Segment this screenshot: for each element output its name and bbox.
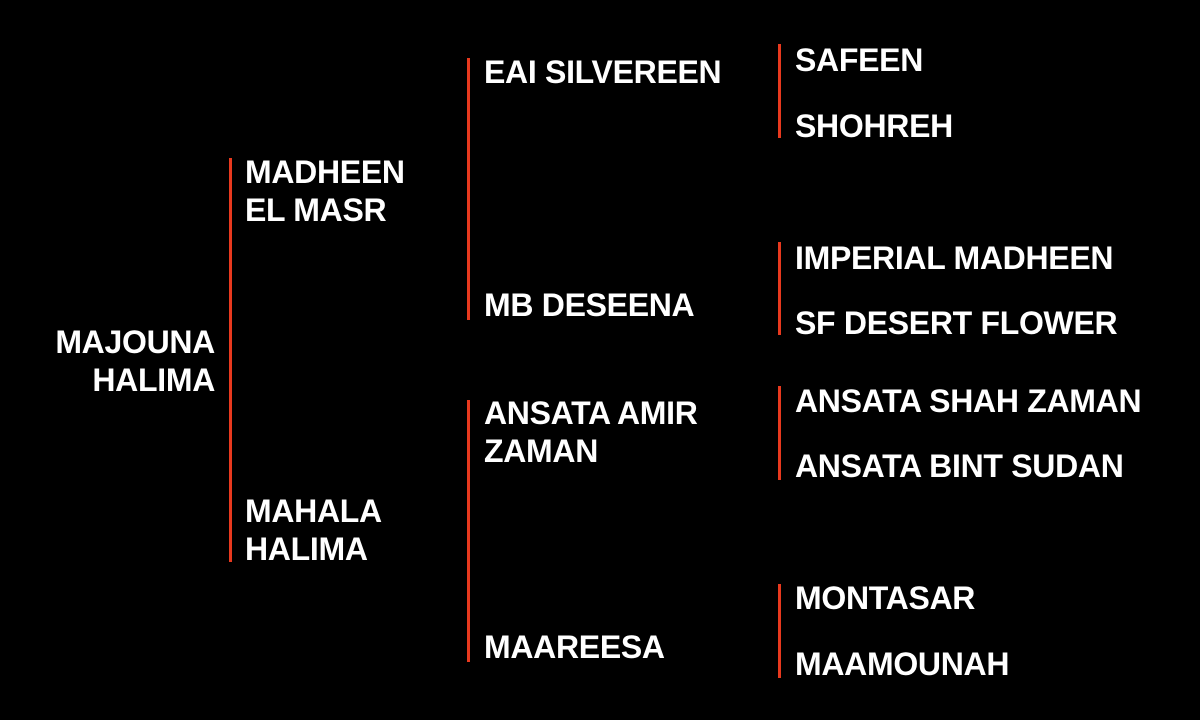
gen3-name: ANSATA SHAH ZAMAN <box>795 383 1142 419</box>
dam-dam-name: MAAREESA <box>484 629 665 665</box>
connector-dam-dam <box>778 584 781 678</box>
dam-sire-line-2: ZAMAN <box>484 433 599 469</box>
connector-sire <box>467 58 470 320</box>
sire-name: MADHEEN EL MASR <box>245 153 405 229</box>
gen3-name: SHOHREH <box>795 108 953 144</box>
sire-sire-name: EAI SILVEREEN <box>484 54 722 90</box>
gen3-name: SF DESERT FLOWER <box>795 305 1118 341</box>
subject-name: MAJOUNA HALIMA <box>55 323 215 399</box>
connector-sire-sire <box>778 44 781 138</box>
dam-name: MAHALA HALIMA <box>245 492 382 568</box>
dam-line-2: HALIMA <box>245 531 368 567</box>
sire-dam-name: MB DESEENA <box>484 287 695 323</box>
dam-sire-name: ANSATA AMIR ZAMAN <box>484 394 698 470</box>
gen3-name: MAAMOUNAH <box>795 646 1010 682</box>
dam-line-1: MAHALA <box>245 493 382 529</box>
subject-line-1: MAJOUNA <box>55 324 215 360</box>
connector-sire-dam <box>778 242 781 335</box>
gen3-name: IMPERIAL MADHEEN <box>795 240 1114 276</box>
sire-line-1: MADHEEN <box>245 154 405 190</box>
sire-line-2: EL MASR <box>245 192 387 228</box>
gen3-name: ANSATA BINT SUDAN <box>795 448 1124 484</box>
gen3-name: SAFEEN <box>795 42 923 78</box>
connector-gen1 <box>229 158 232 562</box>
connector-dam-sire <box>778 386 781 480</box>
subject-line-2: HALIMA <box>92 362 215 398</box>
connector-dam <box>467 400 470 662</box>
dam-sire-line-1: ANSATA AMIR <box>484 395 698 431</box>
gen3-name: MONTASAR <box>795 580 976 616</box>
